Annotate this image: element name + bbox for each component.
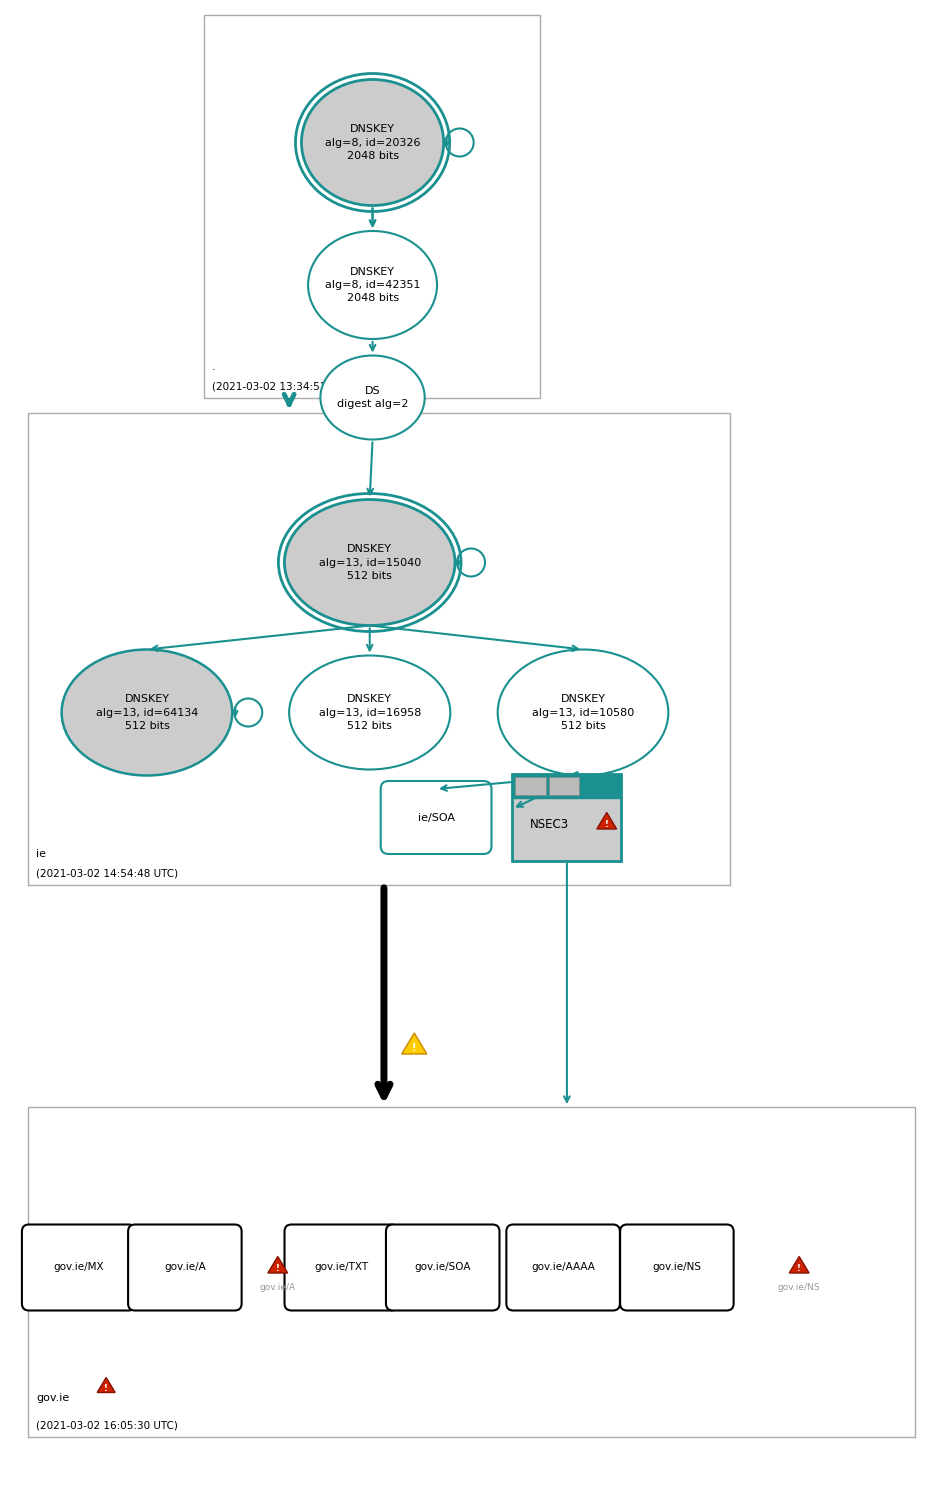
Ellipse shape — [308, 231, 437, 339]
Text: DNSKEY
alg=13, id=16958
512 bits: DNSKEY alg=13, id=16958 512 bits — [319, 694, 421, 730]
Text: gov.ie/SOA: gov.ie/SOA — [414, 1263, 471, 1272]
Ellipse shape — [498, 650, 668, 776]
Polygon shape — [98, 1377, 115, 1392]
Text: !: ! — [797, 1264, 801, 1274]
Text: (2021-03-02 14:54:48 UTC): (2021-03-02 14:54:48 UTC) — [36, 868, 178, 879]
Text: DNSKEY
alg=8, id=42351
2048 bits: DNSKEY alg=8, id=42351 2048 bits — [325, 267, 420, 303]
Polygon shape — [790, 1257, 809, 1274]
Text: !: ! — [412, 1042, 416, 1053]
Text: gov.ie/TXT: gov.ie/TXT — [314, 1263, 369, 1272]
Polygon shape — [402, 1034, 427, 1054]
FancyBboxPatch shape — [386, 1224, 500, 1311]
Text: !: ! — [104, 1384, 108, 1394]
Ellipse shape — [320, 356, 425, 440]
FancyBboxPatch shape — [549, 777, 579, 795]
Text: DNSKEY
alg=8, id=20326
2048 bits: DNSKEY alg=8, id=20326 2048 bits — [325, 124, 420, 160]
FancyBboxPatch shape — [506, 1224, 620, 1311]
FancyBboxPatch shape — [128, 1224, 242, 1311]
Ellipse shape — [284, 500, 455, 626]
FancyBboxPatch shape — [512, 774, 621, 798]
Text: gov.ie/NS: gov.ie/NS — [778, 1282, 820, 1292]
FancyBboxPatch shape — [204, 15, 540, 398]
Polygon shape — [597, 813, 616, 830]
Text: DNSKEY
alg=13, id=10580
512 bits: DNSKEY alg=13, id=10580 512 bits — [532, 694, 634, 730]
Text: gov.ie/MX: gov.ie/MX — [53, 1263, 104, 1272]
Text: gov.ie/A: gov.ie/A — [164, 1263, 206, 1272]
Ellipse shape — [289, 656, 450, 770]
FancyBboxPatch shape — [381, 782, 491, 853]
FancyBboxPatch shape — [516, 777, 546, 795]
Text: NSEC3: NSEC3 — [530, 819, 570, 831]
Text: gov.ie/A: gov.ie/A — [260, 1282, 296, 1292]
Text: ie/SOA: ie/SOA — [417, 813, 455, 822]
Text: DNSKEY
alg=13, id=64134
512 bits: DNSKEY alg=13, id=64134 512 bits — [96, 694, 198, 730]
Text: ie: ie — [36, 849, 46, 859]
FancyBboxPatch shape — [28, 413, 730, 885]
Text: gov.ie/NS: gov.ie/NS — [652, 1263, 702, 1272]
Polygon shape — [268, 1257, 287, 1274]
Text: !: ! — [276, 1264, 280, 1274]
Text: gov.ie: gov.ie — [36, 1394, 70, 1402]
Text: !: ! — [605, 821, 609, 830]
Text: DNSKEY
alg=13, id=15040
512 bits: DNSKEY alg=13, id=15040 512 bits — [319, 544, 421, 580]
Text: (2021-03-02 13:34:51 UTC): (2021-03-02 13:34:51 UTC) — [211, 381, 354, 392]
Text: (2021-03-02 16:05:30 UTC): (2021-03-02 16:05:30 UTC) — [36, 1420, 178, 1431]
Ellipse shape — [301, 80, 444, 206]
Text: .: . — [211, 362, 215, 372]
FancyBboxPatch shape — [22, 1224, 136, 1311]
Ellipse shape — [62, 650, 232, 776]
FancyBboxPatch shape — [620, 1224, 734, 1311]
FancyBboxPatch shape — [284, 1224, 398, 1311]
Text: gov.ie/AAAA: gov.ie/AAAA — [531, 1263, 595, 1272]
FancyBboxPatch shape — [512, 774, 621, 861]
Text: DS
digest alg=2: DS digest alg=2 — [337, 386, 409, 410]
FancyBboxPatch shape — [28, 1107, 915, 1437]
